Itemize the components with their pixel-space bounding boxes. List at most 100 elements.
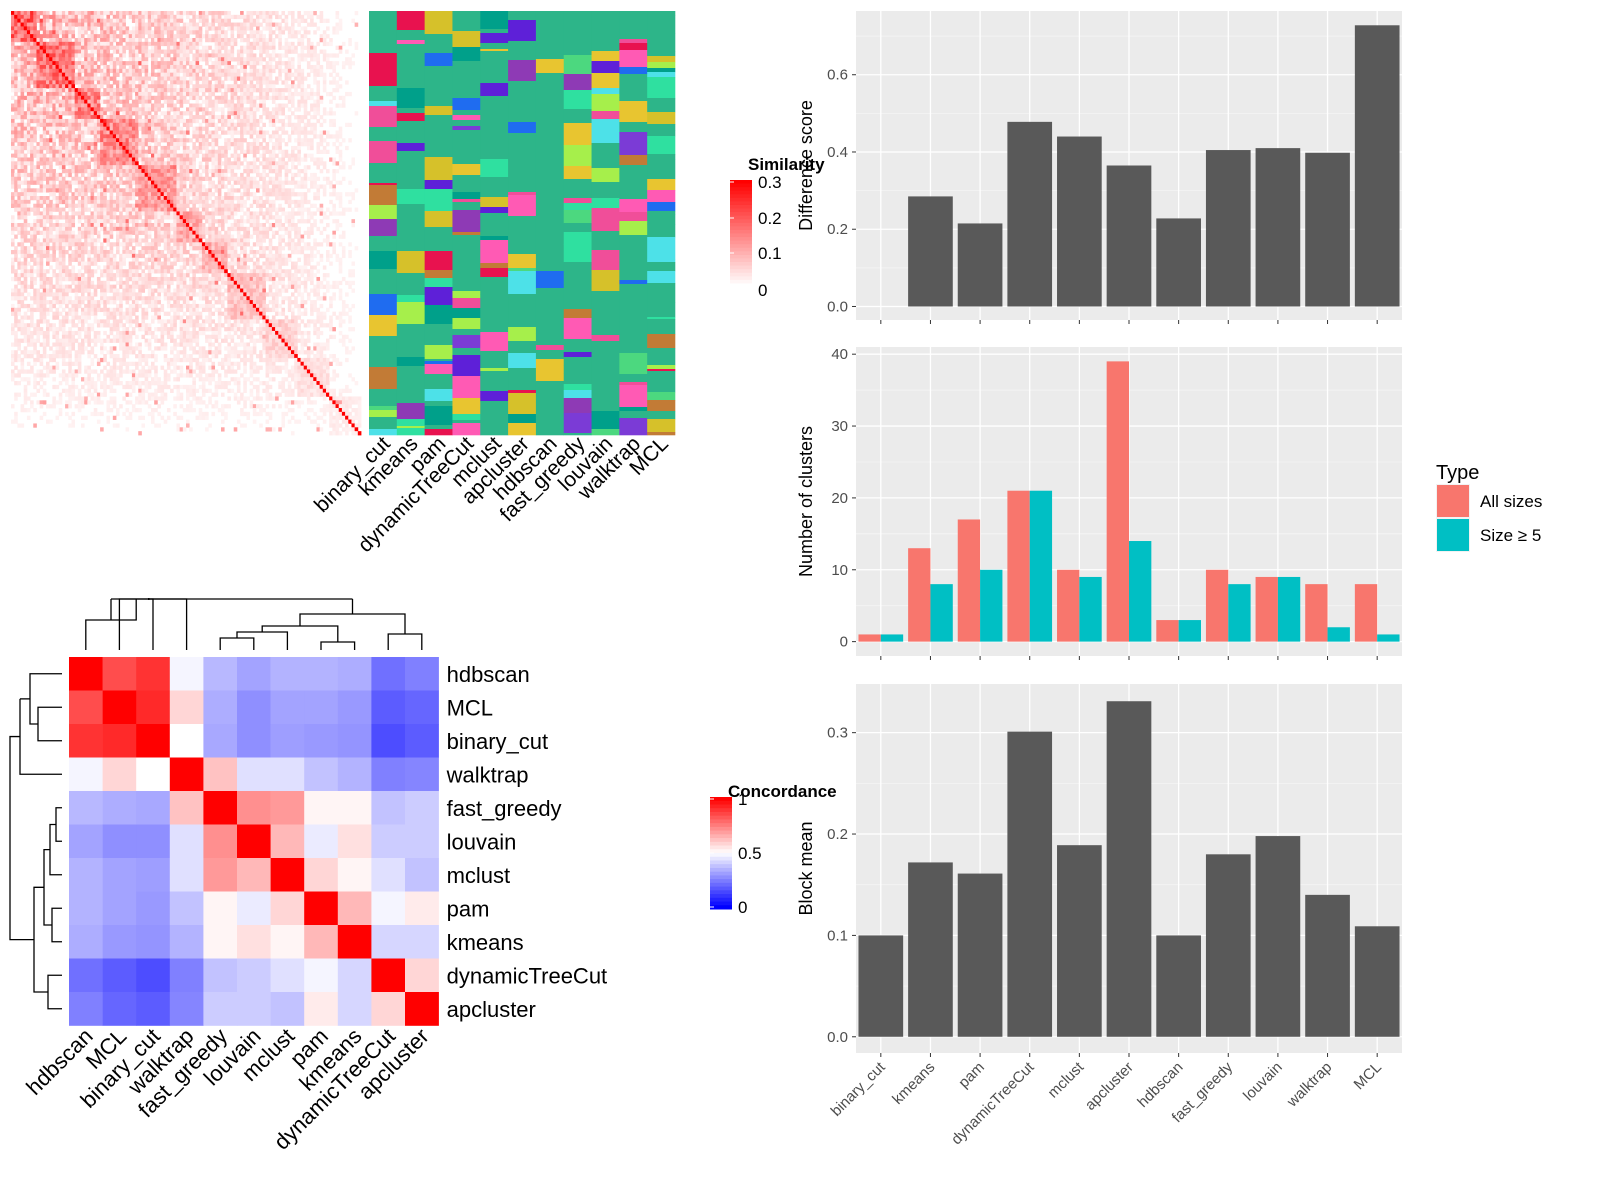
similarity-cell xyxy=(90,169,95,174)
similarity-cell xyxy=(42,138,47,143)
similarity-cell xyxy=(141,161,146,166)
similarity-cell xyxy=(259,30,263,35)
similarity-cell xyxy=(93,68,98,74)
similarity-cell xyxy=(278,41,282,47)
similarity-cell xyxy=(246,11,251,16)
similarity-cell xyxy=(100,84,104,89)
similarity-cell xyxy=(157,138,161,143)
similarity-cell xyxy=(42,161,47,166)
similarity-cell xyxy=(268,134,273,139)
similarity-cell xyxy=(23,11,28,16)
similarity-cell xyxy=(138,91,142,97)
similarity-cell xyxy=(103,196,107,201)
similarity-cell xyxy=(144,30,149,35)
similarity-cell xyxy=(103,72,107,77)
similarity-cell xyxy=(271,180,276,185)
similarity-cell xyxy=(81,203,85,208)
similarity-cell xyxy=(135,122,139,128)
similarity-cell xyxy=(46,215,50,220)
similarity-cell xyxy=(176,130,181,135)
similarity-cell xyxy=(26,76,31,81)
similarity-cell xyxy=(291,215,295,220)
similarity-cell xyxy=(329,122,333,128)
similarity-cell xyxy=(17,192,21,197)
similarity-cell xyxy=(138,22,142,27)
similarity-cell xyxy=(154,172,158,178)
similarity-cell xyxy=(77,115,82,120)
similarity-cell xyxy=(116,184,120,189)
similarity-cell xyxy=(236,180,241,185)
similarity-cell xyxy=(198,34,203,39)
similarity-cell xyxy=(20,115,25,120)
similarity-cell xyxy=(14,91,18,97)
similarity-cell xyxy=(141,26,146,31)
similarity-cell xyxy=(221,219,225,224)
similarity-cell xyxy=(119,169,123,174)
similarity-cell xyxy=(278,188,282,193)
similarity-cell xyxy=(96,161,101,166)
similarity-cell xyxy=(17,199,21,205)
similarity-cell xyxy=(103,11,107,16)
similarity-cell xyxy=(303,138,308,143)
similarity-cell xyxy=(259,53,263,58)
similarity-cell xyxy=(84,169,88,174)
similarity-cell xyxy=(141,145,146,151)
similarity-cell xyxy=(77,161,82,166)
similarity-cell xyxy=(240,80,244,85)
similarity-cell xyxy=(217,61,222,66)
similarity-cell xyxy=(214,157,219,162)
similarity-cell xyxy=(300,169,305,174)
similarity-cell xyxy=(176,95,181,101)
similarity-cell xyxy=(198,37,203,43)
similarity-cell xyxy=(259,126,263,131)
similarity-cell xyxy=(77,230,82,235)
similarity-cell xyxy=(291,61,295,66)
similarity-cell xyxy=(179,176,184,181)
similarity-cell xyxy=(81,172,85,178)
similarity-cell xyxy=(227,230,231,235)
similarity-cell xyxy=(189,153,193,158)
similarity-cell xyxy=(154,103,158,108)
similarity-cell xyxy=(287,219,292,224)
similarity-cell xyxy=(157,22,161,27)
similarity-cell xyxy=(201,11,206,16)
similarity-cell xyxy=(297,199,301,205)
similarity-cell xyxy=(65,223,69,228)
similarity-cell xyxy=(316,41,321,47)
similarity-cell xyxy=(170,211,174,216)
similarity-cell xyxy=(81,184,85,189)
similarity-cell xyxy=(227,192,231,197)
similarity-cell xyxy=(278,72,282,77)
similarity-cell xyxy=(128,61,133,66)
similarity-cell xyxy=(96,49,101,54)
similarity-cell xyxy=(87,76,91,81)
similarity-cell xyxy=(14,130,18,135)
similarity-cell xyxy=(332,68,336,74)
similarity-cell xyxy=(26,84,31,89)
similarity-cell xyxy=(103,122,107,128)
similarity-cell xyxy=(157,45,161,50)
similarity-cell xyxy=(329,134,333,139)
similarity-cell xyxy=(179,188,184,193)
similarity-cell xyxy=(284,153,289,158)
similarity-cell xyxy=(170,199,174,205)
similarity-cell xyxy=(100,57,104,62)
similarity-cell xyxy=(176,41,181,47)
similarity-cell xyxy=(141,99,146,104)
similarity-cell xyxy=(313,72,317,77)
similarity-cell xyxy=(93,64,98,70)
similarity-cell xyxy=(278,172,282,178)
similarity-cell xyxy=(119,122,123,128)
similarity-cell xyxy=(179,76,184,81)
similarity-cell xyxy=(49,103,53,108)
similarity-cell xyxy=(157,153,161,158)
similarity-cell xyxy=(61,130,66,135)
similarity-cell xyxy=(182,161,187,166)
similarity-cell xyxy=(192,57,196,62)
similarity-cell xyxy=(306,37,311,43)
similarity-cell xyxy=(179,215,184,220)
similarity-cell xyxy=(211,122,216,128)
similarity-cell xyxy=(93,153,98,158)
similarity-cell xyxy=(84,26,88,31)
similarity-cell xyxy=(233,211,238,216)
